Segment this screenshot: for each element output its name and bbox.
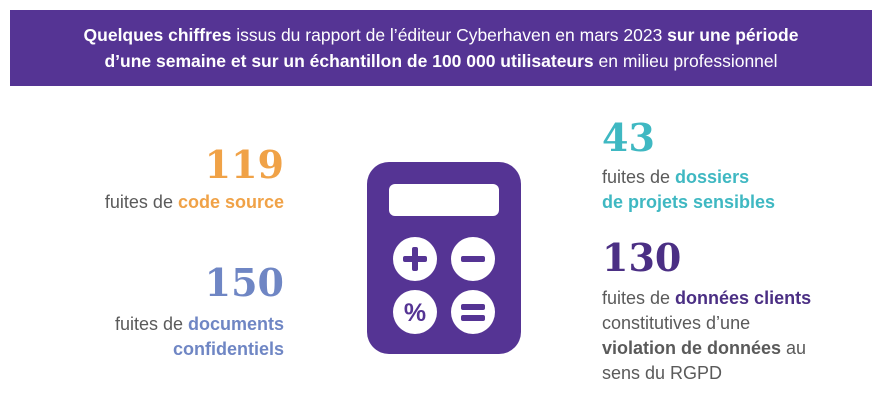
percent-icon: %	[393, 290, 437, 334]
stat-code-text: fuites de code source	[105, 190, 284, 215]
stat-code-number: 119	[204, 142, 284, 187]
stat-clients-number: 130	[602, 235, 682, 280]
stat-clients-highlight: données clients	[675, 288, 812, 308]
stat-dossiers-prefix: fuites de	[602, 167, 676, 187]
stat-clients-line-4: sens du RGPD	[602, 363, 723, 383]
plus-icon	[393, 237, 437, 281]
header-banner: Quelques chiffres issus du rapport de l’…	[10, 10, 872, 86]
stat-docs-number: 150	[204, 260, 284, 305]
banner-line-1-bold-a: Quelques chiffres	[83, 25, 232, 45]
stat-code-prefix: fuites de	[104, 192, 178, 212]
calculator-screen	[389, 184, 499, 216]
stat-clients-prefix: fuites de	[602, 288, 676, 308]
stat-docs-highlight-1: documents	[187, 314, 284, 334]
stat-dossiers-text: fuites de dossiers de projets sensibles	[602, 165, 775, 215]
banner-line-1-bold-b: sur une période	[667, 25, 799, 45]
stat-code-highlight: code source	[177, 192, 284, 212]
stat-clients-line-2: constitutives d’une	[602, 313, 751, 333]
stat-dossiers-highlight-1: dossiers	[675, 167, 750, 187]
stat-dossiers-number: 43	[602, 115, 655, 160]
stat-dossiers-highlight-2: de projets sensibles	[602, 192, 776, 212]
stat-docs-text: fuites de documents confidentiels	[115, 312, 284, 362]
percent-symbol: %	[404, 299, 426, 327]
stat-docs-prefix: fuites de	[114, 314, 188, 334]
banner-line-2: d’une semaine et sur un échantillon de 1…	[104, 48, 777, 74]
minus-icon	[451, 237, 495, 281]
banner-line-1-normal: issus du rapport de l’éditeur Cyberhaven…	[231, 25, 668, 45]
stat-docs-highlight-2: confidentiels	[172, 339, 284, 359]
calculator-icon: %	[367, 162, 521, 354]
equals-icon	[451, 290, 495, 334]
banner-line-2-normal: en milieu professionnel	[593, 51, 778, 71]
stat-clients-line-3-normal: au	[781, 338, 807, 358]
stat-clients-line-3-bold: violation de données	[602, 338, 782, 358]
banner-line-2-bold: d’une semaine et sur un échantillon de 1…	[104, 51, 594, 71]
stat-clients-text: fuites de données clients constitutives …	[602, 286, 811, 386]
banner-line-1: Quelques chiffres issus du rapport de l’…	[84, 22, 799, 48]
